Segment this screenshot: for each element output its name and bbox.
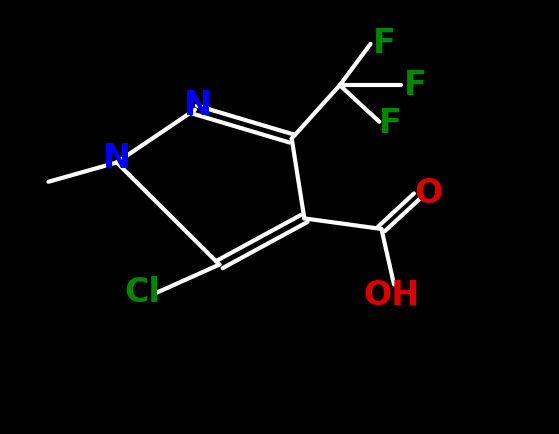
Text: O: O — [414, 177, 443, 210]
Text: F: F — [379, 108, 402, 141]
Text: N: N — [184, 89, 212, 122]
Text: Cl: Cl — [125, 276, 160, 309]
Text: OH: OH — [363, 279, 419, 312]
Text: N: N — [103, 141, 131, 174]
Text: F: F — [373, 27, 396, 60]
Text: F: F — [404, 69, 427, 102]
